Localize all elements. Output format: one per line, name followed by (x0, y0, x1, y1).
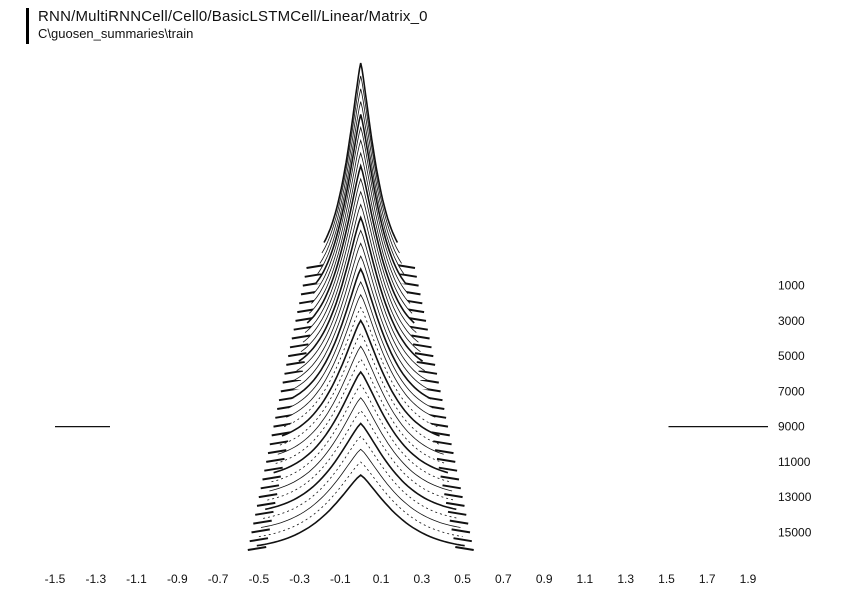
ridge-shoulder (249, 537, 269, 543)
ridge-shoulder (420, 378, 439, 384)
step-tick-label: 9000 (778, 420, 805, 434)
step-tick-label: 15000 (778, 525, 812, 539)
ridge-shoulder (445, 501, 465, 507)
ridge-shoulder (304, 272, 324, 278)
ridge-shoulder (306, 264, 326, 269)
ridge-shoulder (266, 457, 285, 463)
ridge-shoulder (291, 334, 311, 340)
x-tick-label: -0.5 (248, 572, 269, 586)
ridge-shoulder (251, 528, 270, 534)
ridge-shoulder (433, 440, 452, 446)
ridge-shoulder (453, 537, 472, 543)
ridge-shoulder (440, 475, 460, 481)
x-tick-label: 0.7 (495, 572, 512, 586)
ridge-shoulder (288, 352, 307, 358)
ridge-shoulder (269, 440, 289, 446)
ridge-shoulder (284, 369, 303, 375)
ridge-shoulder (416, 360, 436, 366)
step-tick-label: 7000 (778, 384, 805, 398)
ridge-line (256, 473, 465, 547)
x-tick-label: -1.3 (85, 572, 106, 586)
ridge-shoulder (411, 334, 430, 340)
step-tick-label: 1000 (778, 279, 805, 293)
ridge-shoulder (396, 264, 416, 269)
step-tick-label: 11000 (778, 455, 811, 469)
x-tick-label: 1.1 (577, 572, 594, 586)
x-tick-label: 1.5 (658, 572, 675, 586)
ridge-shoulder (442, 484, 461, 490)
x-tick-label: 1.9 (740, 572, 757, 586)
step-tick-label: 13000 (778, 490, 812, 504)
x-tick-label: 0.5 (454, 572, 471, 586)
ridge-shoulder (398, 272, 417, 278)
ridge-shoulder (436, 457, 456, 463)
ridge-shoulder (447, 510, 467, 516)
ridge-shoulder (264, 466, 283, 472)
ridge-shoulder (293, 325, 313, 331)
x-tick-label: -0.9 (167, 572, 188, 586)
x-tick-label: 1.3 (617, 572, 634, 586)
x-axis: -1.5 -1.3 -1.1 -0.9 -0.7 -0.5 -0.3 -0.1 0.1 0.3 0.… (45, 572, 757, 586)
ridge-shoulder (429, 422, 449, 428)
ridge-shoulder (253, 519, 272, 525)
ridge-shoulder (271, 431, 291, 437)
ridge-shoulder (418, 369, 438, 375)
x-tick-label: 1.7 (699, 572, 716, 586)
ridge-shoulder (438, 466, 458, 472)
step-tick-label: 3000 (778, 314, 805, 328)
x-tick-label: -0.7 (208, 572, 229, 586)
ridge-shoulder (412, 343, 432, 349)
ridge-shoulder (449, 519, 469, 525)
ridge-shoulder (273, 422, 292, 428)
chart-header: RNN/MultiRNNCell/Cell0/BasicLSTMCell/Lin… (26, 8, 428, 44)
ridge-shoulder (455, 546, 474, 551)
chart-title: RNN/MultiRNNCell/Cell0/BasicLSTMCell/Lin… (38, 8, 428, 25)
ridge-shoulder (260, 484, 280, 490)
ridge-shoulder (451, 528, 471, 534)
x-tick-label: 0.1 (373, 572, 390, 586)
ridge-shoulder (267, 449, 287, 455)
x-tick-label: -0.1 (330, 572, 351, 586)
x-tick-label: -1.5 (45, 572, 66, 586)
chart-subtitle: C\guosen_summaries\train (38, 26, 194, 41)
ridge-shoulder (434, 449, 454, 455)
ridge-shoulder (444, 493, 463, 499)
ridge-shoulder (255, 510, 274, 516)
x-tick-label: 0.3 (414, 572, 431, 586)
ridge-shoulder (409, 325, 428, 331)
x-tick-label: -1.1 (126, 572, 147, 586)
ridge-shoulder (286, 360, 305, 366)
ridge-shoulder (256, 501, 276, 507)
ridge-shoulder (247, 546, 267, 551)
ridge-shoulder (258, 493, 278, 499)
x-tick-label: -0.3 (289, 572, 310, 586)
ridge-shoulder (262, 475, 281, 481)
ridge-shoulder (414, 352, 434, 358)
step-axis: 1000 3000 5000 7000 9000 11000 13000 15000 (778, 279, 812, 540)
ridge-shoulder (282, 378, 302, 384)
step-tick-label: 5000 (778, 349, 805, 363)
x-tick-label: 0.9 (536, 572, 553, 586)
ridge-shoulder (431, 431, 450, 437)
ridge-shoulder (289, 343, 309, 349)
ridge-group (247, 62, 474, 551)
